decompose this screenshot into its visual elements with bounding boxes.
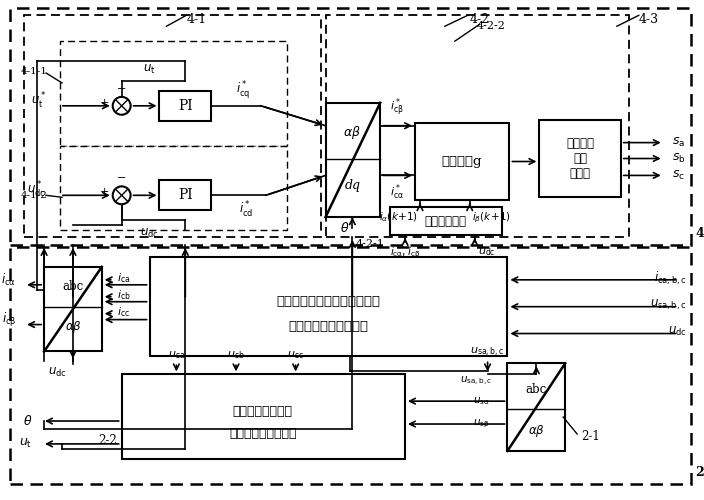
Text: $s_\mathrm{c}$: $s_\mathrm{c}$ (672, 169, 684, 182)
FancyBboxPatch shape (11, 247, 691, 484)
Text: $u_\mathrm{sa,b,c}$: $u_\mathrm{sa,b,c}$ (650, 298, 686, 312)
Text: 自励异步发电机控制系统电压: 自励异步发电机控制系统电压 (277, 295, 380, 308)
Text: $\alpha\beta$: $\alpha\beta$ (528, 423, 545, 439)
Text: $i_\mathrm{cd}^*$: $i_\mathrm{cd}^*$ (239, 200, 253, 220)
Text: $u_\mathrm{s\alpha}$: $u_\mathrm{s\alpha}$ (473, 395, 489, 407)
Text: 电压空间
矢量
的选择: 电压空间 矢量 的选择 (566, 137, 594, 180)
Text: abc: abc (63, 280, 84, 293)
Text: $i_\mathrm{cb}$: $i_\mathrm{cb}$ (117, 288, 130, 302)
Text: 4-2: 4-2 (470, 14, 490, 26)
Text: −: − (117, 84, 126, 94)
Text: 和电流信号的实时采集: 和电流信号的实时采集 (289, 320, 368, 333)
Text: PI: PI (178, 188, 193, 202)
Text: 4-1-1: 4-1-1 (20, 66, 47, 76)
Text: 4-2-2: 4-2-2 (477, 22, 506, 32)
Text: $i_\mathrm{ca,b,c}$: $i_\mathrm{ca,b,c}$ (654, 269, 686, 286)
Text: 4-2-1: 4-2-1 (356, 239, 384, 249)
Text: $i_\mathrm{c\alpha}$: $i_\mathrm{c\alpha}$ (1, 272, 16, 288)
Text: 4-1-2: 4-1-2 (20, 191, 47, 200)
FancyBboxPatch shape (160, 180, 211, 210)
Text: $u_\mathrm{sc}$: $u_\mathrm{sc}$ (287, 350, 304, 362)
Text: $\theta$: $\theta$ (340, 221, 349, 235)
FancyBboxPatch shape (325, 103, 380, 217)
FancyBboxPatch shape (539, 120, 621, 198)
Text: $s_\mathrm{a}$: $s_\mathrm{a}$ (672, 136, 685, 149)
Text: $i_\mathrm{cc}$: $i_\mathrm{cc}$ (117, 305, 130, 318)
Text: $u_\mathrm{s\beta}$: $u_\mathrm{s\beta}$ (473, 418, 489, 430)
Text: $\alpha\beta$: $\alpha\beta$ (65, 318, 82, 334)
FancyBboxPatch shape (325, 16, 629, 237)
FancyBboxPatch shape (508, 364, 565, 451)
Text: $u_\mathrm{t}^*$: $u_\mathrm{t}^*$ (30, 91, 46, 111)
FancyBboxPatch shape (11, 8, 691, 245)
FancyBboxPatch shape (60, 41, 287, 146)
Text: $u_\mathrm{dc}$: $u_\mathrm{dc}$ (140, 227, 159, 240)
FancyBboxPatch shape (24, 16, 320, 237)
Text: 2: 2 (696, 466, 704, 478)
Text: $i_\mathrm{cq}^*$: $i_\mathrm{cq}^*$ (236, 79, 250, 101)
Text: abc: abc (526, 382, 547, 396)
Text: $i_\mathrm{ca}$: $i_\mathrm{ca}$ (117, 271, 130, 284)
Text: +: + (100, 188, 109, 198)
FancyBboxPatch shape (415, 122, 510, 200)
Text: $i_{\alpha}(k\!+\!1)$: $i_{\alpha}(k\!+\!1)$ (379, 210, 418, 224)
FancyBboxPatch shape (122, 374, 405, 459)
Text: $i_\mathrm{c\beta}$: $i_\mathrm{c\beta}$ (2, 310, 16, 328)
Circle shape (113, 97, 131, 115)
Text: $u_\mathrm{dc}$: $u_\mathrm{dc}$ (478, 246, 496, 258)
Text: 预测电流模型: 预测电流模型 (425, 214, 467, 228)
Text: −: − (117, 174, 126, 184)
Text: 4-1: 4-1 (186, 14, 206, 26)
Text: $u_\mathrm{t}$: $u_\mathrm{t}$ (143, 63, 156, 76)
Text: $u_\mathrm{sa}$: $u_\mathrm{sa}$ (168, 350, 185, 362)
Text: PI: PI (178, 99, 193, 113)
Text: 2-1: 2-1 (581, 430, 600, 444)
Text: $u_\mathrm{dc}$: $u_\mathrm{dc}$ (48, 366, 66, 380)
Text: 机端电压幅值的计算: 机端电压幅值的计算 (229, 428, 296, 440)
Text: 4-3: 4-3 (639, 14, 659, 26)
FancyBboxPatch shape (390, 207, 501, 235)
FancyBboxPatch shape (160, 91, 211, 120)
Text: $i_\mathrm{c\beta}^*$: $i_\mathrm{c\beta}^*$ (390, 96, 404, 118)
Text: $s_\mathrm{b}$: $s_\mathrm{b}$ (672, 152, 685, 165)
Text: 2-2: 2-2 (98, 434, 117, 448)
Text: $u_\mathrm{sb}$: $u_\mathrm{sb}$ (227, 350, 245, 362)
Text: $u_\mathrm{t}$: $u_\mathrm{t}$ (19, 438, 32, 450)
FancyBboxPatch shape (149, 257, 508, 356)
Text: 锁相环输出角度和: 锁相环输出角度和 (233, 404, 293, 417)
Text: $u_\mathrm{sa,b,c}$: $u_\mathrm{sa,b,c}$ (460, 374, 493, 388)
Text: $i_\mathrm{c\alpha},i_\mathrm{c\beta}$: $i_\mathrm{c\alpha},i_\mathrm{c\beta}$ (390, 246, 420, 260)
Text: $\alpha\beta$: $\alpha\beta$ (344, 124, 361, 141)
Text: 价值函数g: 价值函数g (441, 155, 482, 168)
FancyBboxPatch shape (44, 267, 102, 351)
Text: $u_\mathrm{sa,b,c}$: $u_\mathrm{sa,b,c}$ (470, 346, 505, 360)
Text: $i_\mathrm{c\alpha}^*$: $i_\mathrm{c\alpha}^*$ (390, 182, 404, 202)
Text: $u_\mathrm{dc}$: $u_\mathrm{dc}$ (668, 325, 686, 338)
Text: $i_{\beta}(k\!+\!1)$: $i_{\beta}(k\!+\!1)$ (472, 210, 510, 224)
FancyBboxPatch shape (60, 146, 287, 230)
Text: +: + (100, 98, 109, 108)
Text: 4: 4 (696, 227, 704, 240)
Circle shape (113, 186, 131, 204)
Text: $\theta$: $\theta$ (23, 414, 32, 428)
Text: $u_\mathrm{dc}^*$: $u_\mathrm{dc}^*$ (27, 180, 46, 201)
Text: dq: dq (344, 179, 360, 192)
